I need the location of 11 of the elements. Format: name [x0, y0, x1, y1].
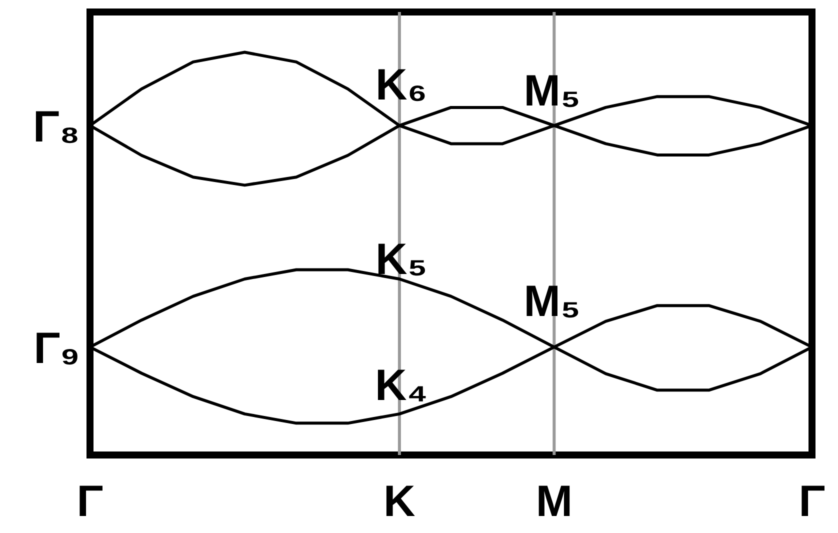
x-tick-label: Γ	[798, 477, 826, 526]
annotation: M₅	[524, 66, 581, 116]
annotation: Γ₈	[32, 102, 80, 152]
x-tick-label: Γ	[76, 477, 104, 526]
annotation: K₅	[375, 235, 428, 284]
x-tick-label: M	[536, 477, 572, 526]
x-tick-label: K	[384, 477, 416, 526]
annotation: Γ₉	[34, 324, 80, 374]
annotation: K₄	[375, 360, 428, 410]
annotation: K₆	[376, 60, 428, 110]
annotation: M₅	[524, 277, 581, 326]
